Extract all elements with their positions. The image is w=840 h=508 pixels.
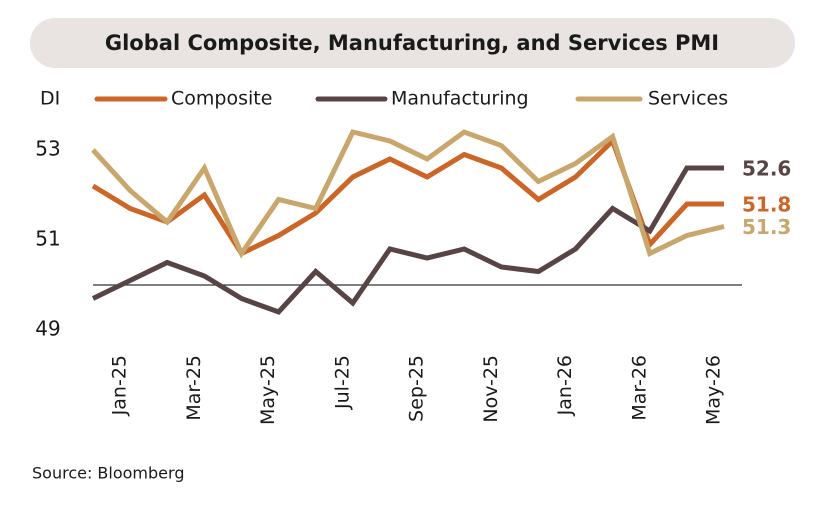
- legend-label: Manufacturing: [391, 88, 529, 110]
- source: Source: Bloomberg: [32, 464, 184, 483]
- y-axis-label: DI: [40, 88, 60, 110]
- x-tick-label: Mar-26: [628, 355, 650, 421]
- title-pill: [30, 18, 795, 68]
- y-tick-label: 51: [35, 227, 60, 251]
- legend-label: Composite: [171, 88, 272, 110]
- chart-title: Global Composite, Manufacturing, and Ser…: [105, 31, 719, 55]
- end-value-label: 51.3: [742, 215, 791, 239]
- end-value-label: 52.6: [742, 157, 791, 181]
- x-tick-label: Jul-25: [331, 355, 353, 410]
- x-tick-label: May-25: [257, 355, 279, 425]
- y-tick-label: 53: [35, 137, 60, 161]
- series-line: [91, 129, 725, 259]
- x-tick-label: Jan-25: [109, 355, 131, 416]
- legend-label: Services: [648, 88, 728, 110]
- x-tick-label: Mar-25: [183, 355, 205, 421]
- y-tick-label: 49: [35, 317, 60, 341]
- series-line: [91, 165, 724, 315]
- x-tick-label: May-26: [703, 355, 725, 425]
- end-value-label: 51.8: [742, 193, 791, 217]
- x-tick-label: Nov-25: [480, 355, 502, 423]
- x-tick-label: Sep-25: [406, 355, 428, 422]
- x-tick-label: Jan-26: [554, 355, 576, 416]
